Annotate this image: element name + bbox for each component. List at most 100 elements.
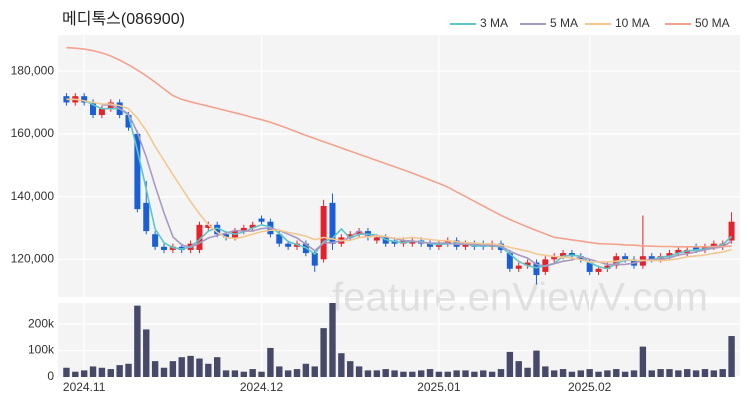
volume-bar <box>213 357 221 377</box>
volume-bar <box>506 351 514 377</box>
candle-body <box>134 133 141 210</box>
candle-body <box>276 234 283 244</box>
volume-bar <box>311 366 318 377</box>
candle-body <box>444 240 451 244</box>
y-tick-label: 100k <box>28 343 55 357</box>
candle-body <box>320 206 327 260</box>
volume-bar <box>559 369 567 377</box>
candle-body <box>595 268 602 272</box>
volume-bar <box>621 371 629 377</box>
y-tick-label: 0 <box>47 369 54 383</box>
volume-bar <box>302 363 310 377</box>
candle-body <box>196 224 203 250</box>
candle-body <box>427 243 434 247</box>
candle-body <box>693 246 700 250</box>
volume-bar <box>524 367 531 377</box>
volume-bar <box>329 303 336 377</box>
volume-bar <box>143 329 150 377</box>
volume-bar <box>692 370 700 377</box>
volume-bar <box>648 370 655 377</box>
candle-body <box>506 253 513 269</box>
volume-bar <box>542 366 549 377</box>
candle-body <box>666 253 673 257</box>
candle-body <box>90 102 97 116</box>
volume-bar <box>391 370 398 377</box>
volume-bar <box>577 370 585 377</box>
watermark: feature.enViewV.com <box>332 276 708 320</box>
candle-body <box>604 265 611 269</box>
volume-bar <box>382 369 389 377</box>
candle-body <box>515 265 522 269</box>
volume-bar <box>276 366 283 377</box>
volume-bar <box>701 369 709 377</box>
chart-title: 메디톡스(086900) <box>62 10 185 28</box>
legend-label: 3 MA <box>480 16 508 30</box>
volume-bar <box>497 369 505 377</box>
volume-bar <box>533 350 540 377</box>
volume-bar <box>666 369 673 377</box>
volume-bar <box>151 361 159 377</box>
volume-bar <box>639 346 647 377</box>
volume-bar <box>125 363 132 377</box>
candle-body <box>462 243 469 247</box>
volume-bar <box>249 369 256 377</box>
volume-bar <box>231 370 239 377</box>
candle-body <box>258 218 265 222</box>
volume-bar <box>417 370 425 377</box>
candle-body <box>329 202 336 244</box>
ma-line <box>66 98 732 263</box>
candle-body <box>125 115 132 128</box>
volume-bar <box>116 365 123 377</box>
volume-bar <box>187 355 194 377</box>
volume-bar <box>196 358 203 377</box>
volume-bar <box>98 367 106 377</box>
volume-bar <box>160 367 168 377</box>
legend-label: 5 MA <box>550 16 578 30</box>
volume-bar <box>293 369 301 377</box>
volume-bar <box>178 357 185 377</box>
volume-bar <box>80 370 88 377</box>
volume-bar <box>338 353 345 377</box>
price-panel <box>58 35 740 297</box>
candle-body <box>347 234 354 238</box>
volume-bar <box>675 370 682 377</box>
candle-body <box>622 256 629 260</box>
volume-bar <box>595 371 602 377</box>
volume-bar <box>364 370 372 377</box>
candle-body <box>675 249 682 254</box>
candle-body <box>152 234 159 247</box>
volume-bar <box>284 370 292 377</box>
volume-bar <box>72 371 79 377</box>
volume-bar <box>684 369 691 377</box>
volume-bar <box>267 347 274 377</box>
x-tick-label: 2024.12 <box>240 380 284 394</box>
volume-bar <box>89 366 97 377</box>
volume-bar <box>550 370 558 377</box>
volume-bar <box>63 367 70 377</box>
ma-line <box>66 46 732 248</box>
volume-bar <box>453 370 460 377</box>
candle-body <box>382 237 389 244</box>
candle-body <box>205 224 212 228</box>
volume-bar <box>515 361 522 377</box>
volume-bar <box>657 369 664 377</box>
volume-bar <box>320 328 327 377</box>
volume-bar <box>710 370 718 377</box>
volume-bar <box>613 369 620 377</box>
volume-bar <box>240 371 248 377</box>
candle-body <box>586 262 593 272</box>
ma-line <box>101 104 733 268</box>
y-tick-label: 160,000 <box>11 126 55 140</box>
candle-body <box>356 231 363 235</box>
volume-bar <box>488 371 496 377</box>
candle-body <box>710 243 717 247</box>
y-tick-label: 140,000 <box>11 189 55 203</box>
candle-body <box>524 262 531 266</box>
volume-bar <box>426 369 434 377</box>
candle-body <box>373 237 380 241</box>
volume-bar <box>444 371 451 377</box>
volume-bar <box>400 371 407 377</box>
candle-body <box>577 256 584 260</box>
volume-bar <box>355 366 363 377</box>
volume-bar <box>107 369 114 377</box>
